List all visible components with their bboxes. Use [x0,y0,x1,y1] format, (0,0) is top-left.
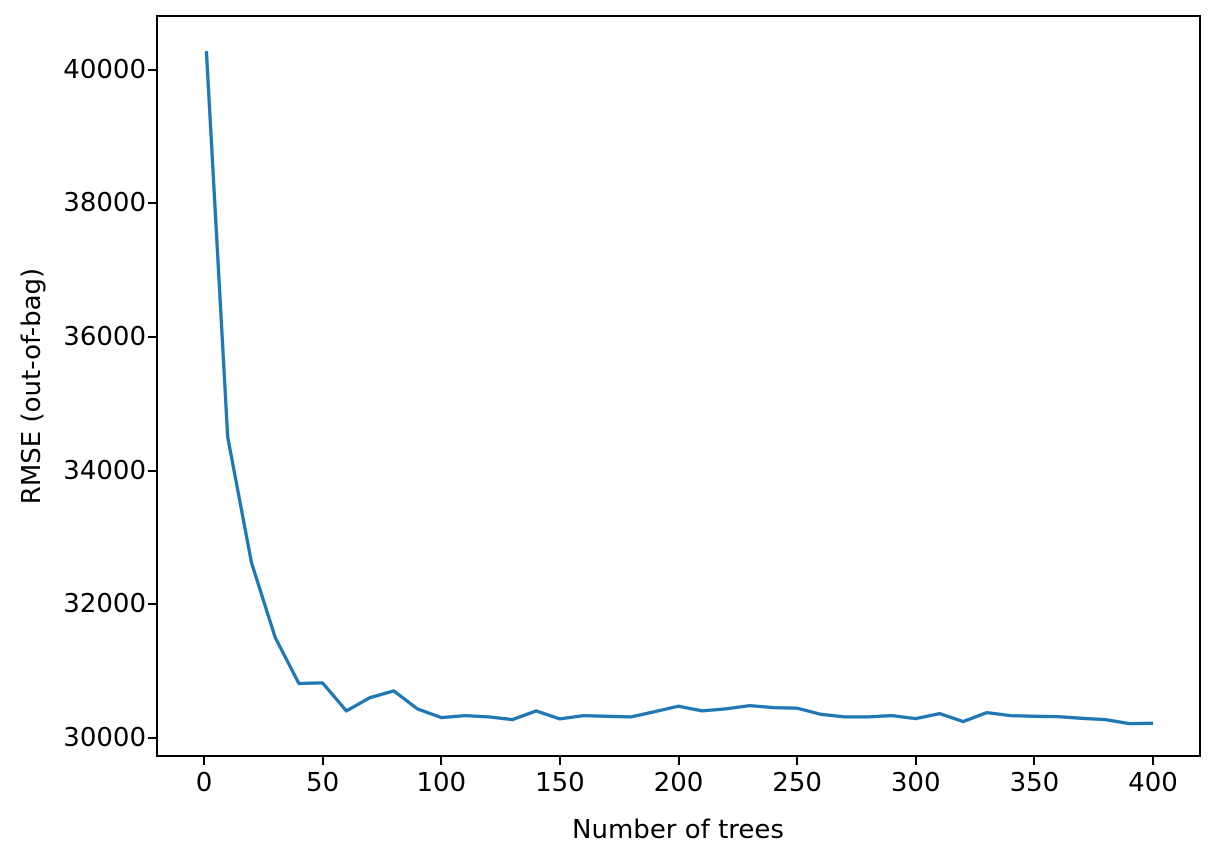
y-tick-label: 38000 [63,188,146,219]
x-tick-mark [796,757,799,765]
x-tick-mark [203,757,205,765]
x-tick-label: 50 [306,768,340,798]
x-tick-label: 0 [195,768,213,798]
y-tick-label: 40000 [63,54,146,85]
y-tick-label: 30000 [63,722,146,753]
y-tick-mark [148,603,156,606]
x-tick-mark [321,757,324,765]
y-tick-label: 34000 [63,455,146,486]
x-axis-label: Number of trees [572,815,784,845]
series-line [204,51,1154,726]
y-tick-mark [148,335,156,338]
y-tick-mark [148,736,156,739]
plot-area [156,15,1201,757]
y-tick-mark [148,202,156,205]
x-tick-label: 350 [1009,768,1060,798]
x-tick-mark [1152,757,1154,765]
x-tick-mark [1033,757,1036,765]
x-tick-mark [914,757,917,765]
x-tick-label: 300 [890,768,941,798]
x-tick-label: 250 [772,768,822,798]
y-tick-label: 32000 [63,589,146,620]
x-tick-mark [677,757,680,765]
x-tick-label: 400 [1128,768,1178,798]
x-tick-label: 150 [535,768,585,798]
x-tick-mark [558,757,561,765]
rmse-line-plot [204,51,1154,726]
y-tick-mark [148,68,156,71]
x-tick-mark [440,757,443,765]
y-tick-label: 36000 [63,321,146,352]
y-tick-mark [148,469,156,472]
x-tick-label: 100 [416,768,467,798]
x-tick-label: 200 [653,768,704,798]
